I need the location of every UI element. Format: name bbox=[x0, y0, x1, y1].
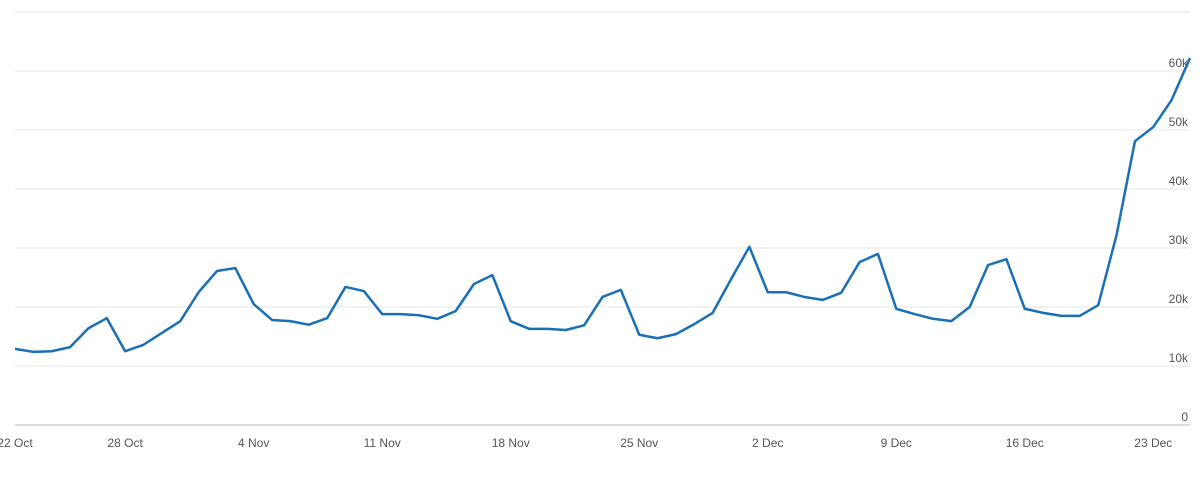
x-tick-label: 2 Dec bbox=[752, 436, 783, 450]
x-tick-label: 16 Dec bbox=[1006, 436, 1044, 450]
line-series bbox=[14, 57, 1192, 354]
x-tick-label: 9 Dec bbox=[881, 436, 912, 450]
y-tick-label: 20k bbox=[1169, 292, 1189, 306]
y-tick-label: 40k bbox=[1169, 174, 1189, 188]
x-tick-label: 28 Oct bbox=[107, 436, 143, 450]
y-tick-label: 50k bbox=[1169, 115, 1189, 129]
x-tick-label: 18 Nov bbox=[492, 436, 530, 450]
x-tick-label: 11 Nov bbox=[364, 436, 401, 450]
x-tick-label: 25 Nov bbox=[620, 436, 658, 450]
x-tick-label: 22 Oct bbox=[0, 436, 33, 450]
y-tick-label: 0 bbox=[1181, 410, 1188, 424]
y-tick-label: 30k bbox=[1169, 233, 1189, 247]
x-tick-label: 4 Nov bbox=[238, 436, 269, 450]
y-tick-label: 10k bbox=[1169, 351, 1189, 365]
x-tick-label: 23 Dec bbox=[1134, 436, 1172, 450]
y-tick-label: 60k bbox=[1169, 56, 1189, 70]
